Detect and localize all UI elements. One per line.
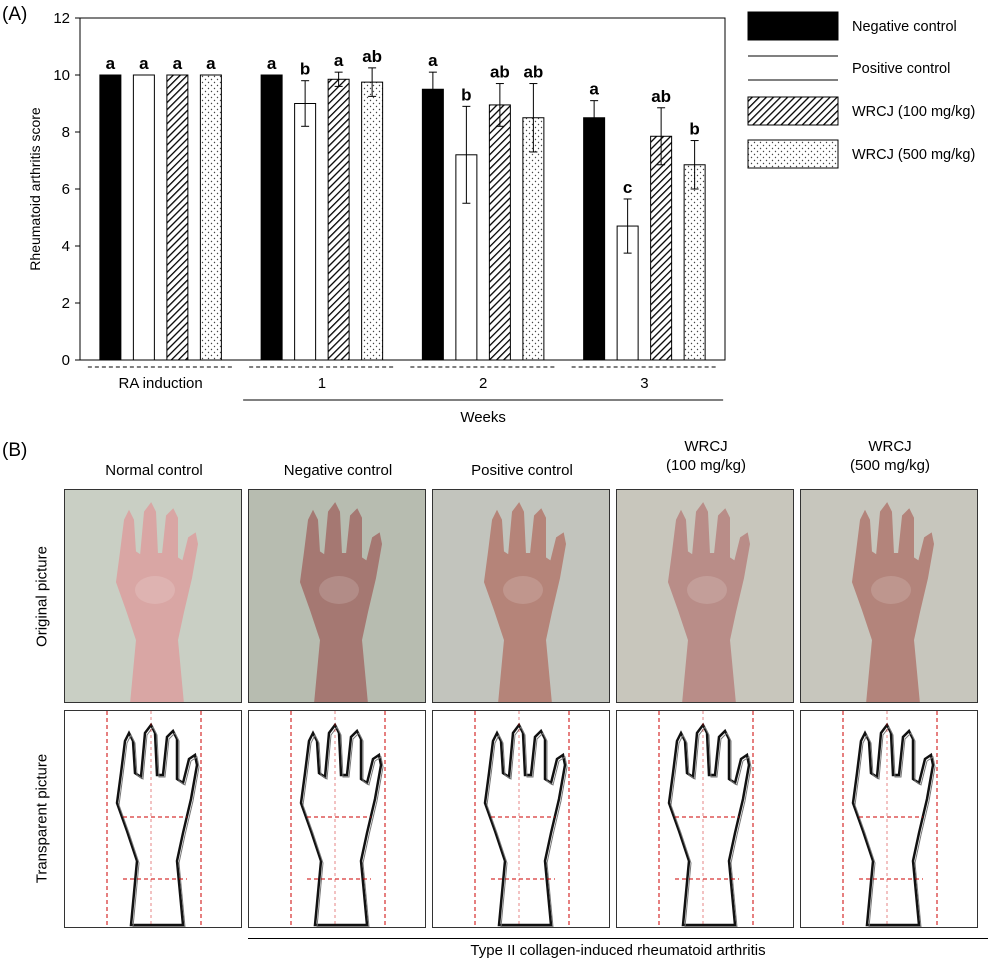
legend-swatch <box>747 96 839 126</box>
original-paw-photo <box>248 489 426 703</box>
x-tick-label: 2 <box>479 375 487 392</box>
transparent-paw-picture <box>432 710 610 928</box>
bar <box>327 78 350 361</box>
significance-letter: a <box>428 51 438 70</box>
column-title-line2: (500 mg/kg) <box>849 457 931 474</box>
panel-b-label: (B) <box>2 440 28 461</box>
panel-a-label: (A) <box>2 4 28 25</box>
significance-letter: ab <box>651 87 671 106</box>
bar <box>488 104 511 361</box>
column-title-line1: Normal control <box>105 462 203 479</box>
footer-bracket-line <box>248 938 988 939</box>
y-tick-label: 4 <box>62 238 70 255</box>
bar <box>650 135 673 361</box>
original-paw-photo <box>64 489 242 703</box>
column-title-line1: Negative control <box>283 462 393 479</box>
x-tick-label: 3 <box>640 375 648 392</box>
bar <box>166 74 189 361</box>
significance-letter: a <box>206 54 216 73</box>
x-tick-label: RA induction <box>119 375 203 392</box>
legend-label: WRCJ (500 mg/kg) <box>852 147 975 163</box>
y-axis-label: Rheumatoid arthritis score <box>27 107 43 271</box>
significance-letter: a <box>173 54 183 73</box>
significance-letter: ab <box>490 63 510 82</box>
bar <box>132 74 155 361</box>
column-title-line1: WRCJ <box>684 438 728 455</box>
column-title-line2: (100 mg/kg) <box>665 457 747 474</box>
column-title-normal-control: Normal control <box>64 461 244 480</box>
significance-letter: ab <box>362 47 382 66</box>
column-title-wrcj-100: WRCJ (100 mg/kg) <box>616 437 796 475</box>
bar <box>361 81 384 361</box>
transparent-paw-picture <box>64 710 242 928</box>
y-tick-label: 0 <box>62 352 70 369</box>
column-title-positive-control: Positive control <box>432 461 612 480</box>
legend-label: Negative control <box>852 19 957 35</box>
bar <box>583 117 606 361</box>
significance-letter: b <box>689 120 699 139</box>
transparent-paw-picture <box>248 710 426 928</box>
y-tick-label: 8 <box>62 124 70 141</box>
transparent-paw-picture <box>800 710 978 928</box>
transparent-paw-picture <box>616 710 794 928</box>
bar <box>421 88 444 361</box>
significance-letter: c <box>623 178 632 197</box>
significance-letter: a <box>589 80 599 99</box>
significance-letter: a <box>267 54 277 73</box>
y-tick-label: 2 <box>62 295 70 312</box>
significance-letter: a <box>334 51 344 70</box>
column-title-line1: Positive control <box>471 462 573 479</box>
y-tick-label: 10 <box>53 67 70 84</box>
bar <box>522 117 545 361</box>
original-paw-photo <box>800 489 978 703</box>
x-tick-label: 1 <box>318 375 326 392</box>
significance-letter: a <box>106 54 116 73</box>
legend-label: WRCJ (100 mg/kg) <box>852 104 975 120</box>
y-tick-label: 6 <box>62 181 70 198</box>
significance-letter: a <box>139 54 149 73</box>
significance-letter: b <box>461 85 471 104</box>
original-paw-photo <box>616 489 794 703</box>
column-title-negative-control: Negative control <box>248 461 428 480</box>
legend-swatch <box>747 139 839 169</box>
row-label-original: Original picture <box>33 546 51 647</box>
row-label-transparent: Transparent picture <box>33 753 51 884</box>
bar <box>199 74 222 361</box>
bar <box>294 103 317 361</box>
legend-label: Positive control <box>852 61 950 77</box>
significance-letter: ab <box>523 63 543 82</box>
x-axis-label: Weeks <box>460 409 506 426</box>
original-paw-photo <box>432 489 610 703</box>
y-tick-label: 12 <box>53 10 70 27</box>
panel-b-footer: Type II collagen-induced rheumatoid arth… <box>470 942 766 959</box>
bar <box>683 164 706 361</box>
legend-swatch <box>747 11 839 41</box>
significance-letter: b <box>300 60 310 79</box>
column-title-wrcj-500: WRCJ (500 mg/kg) <box>800 437 980 475</box>
column-title-line1: WRCJ <box>868 438 912 455</box>
bar <box>260 74 283 361</box>
bar <box>99 74 122 361</box>
